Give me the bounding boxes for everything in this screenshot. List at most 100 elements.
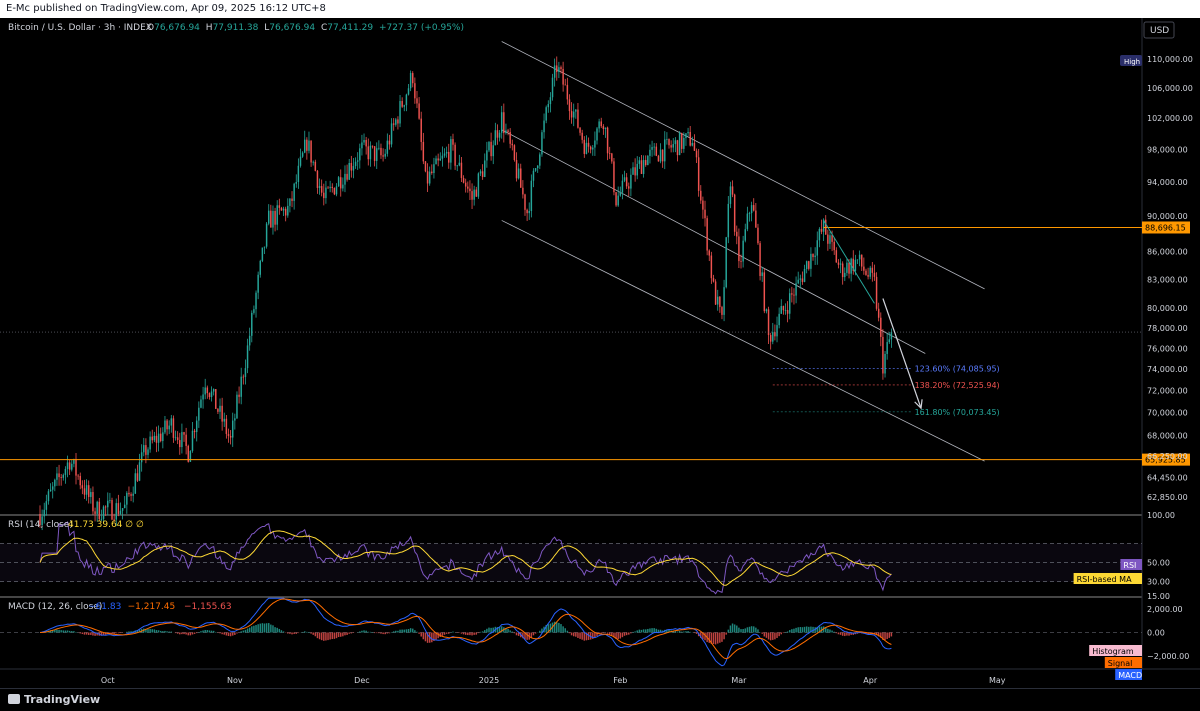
macd-histogram-bar <box>425 633 426 642</box>
candle-body <box>437 158 438 160</box>
candle-body <box>838 263 839 265</box>
macd-histogram-bar <box>486 629 487 633</box>
macd-histogram-bar <box>791 629 792 632</box>
price-tick-label: 62,850.00 <box>1147 493 1188 502</box>
candle-body <box>272 211 273 228</box>
macd-histogram-bar <box>88 633 89 635</box>
candle-body <box>778 314 779 325</box>
candle-body <box>185 435 186 446</box>
candle-body <box>312 162 313 163</box>
candle-body <box>770 335 771 342</box>
macd-histogram-bar <box>774 633 775 640</box>
candle-body <box>715 281 716 304</box>
macd-histogram-bar <box>319 633 320 640</box>
macd-histogram-bar <box>431 633 432 643</box>
macd-histogram-bar <box>751 626 752 632</box>
candle-body <box>289 199 290 206</box>
macd-histogram-bar <box>755 628 756 633</box>
macd-histogram-bar <box>162 631 163 632</box>
candle-body <box>168 426 169 430</box>
macd-histogram-bar <box>647 629 648 633</box>
candle-body <box>84 488 85 494</box>
candle-body <box>380 148 381 155</box>
candle-body <box>414 83 415 98</box>
rsi-series-tag-label: RSI-based MA <box>1077 575 1132 584</box>
candle-body <box>653 147 654 148</box>
candle-body <box>647 156 648 165</box>
candle-body <box>605 128 606 129</box>
candle-body <box>702 201 703 210</box>
macd-histogram-bar <box>298 633 299 634</box>
price-tick-label: 76,000.00 <box>1147 344 1188 353</box>
candle-body <box>332 187 333 188</box>
macd-histogram-bar <box>73 631 74 632</box>
macd-histogram-bar <box>842 633 843 636</box>
candle-body <box>204 388 205 395</box>
macd-histogram-bar <box>533 633 534 636</box>
candle-body <box>833 242 834 250</box>
candle-body <box>410 73 411 88</box>
macd-histogram-bar <box>761 633 762 634</box>
candle-body <box>719 297 720 307</box>
candle-body <box>656 147 657 156</box>
macd-histogram-bar <box>243 631 244 633</box>
macd-histogram-bar <box>795 628 796 633</box>
macd-histogram-bar <box>86 633 87 635</box>
macd-histogram-bar <box>378 633 379 634</box>
macd-histogram-bar <box>645 629 646 632</box>
candle-body <box>92 492 93 511</box>
candle-body <box>590 147 591 150</box>
candle-body <box>240 377 241 397</box>
macd-histogram-bar <box>749 627 750 633</box>
candle-body <box>427 171 428 183</box>
macd-histogram-bar <box>90 633 91 635</box>
macd-histogram-bar <box>236 633 237 634</box>
candle-body <box>531 181 532 211</box>
candle-body <box>497 130 498 137</box>
candle-body <box>219 406 220 412</box>
candle-body <box>639 160 640 164</box>
publisher-bar: E-Mc published on TradingView.com, Apr 0… <box>0 0 1200 18</box>
candle-body <box>412 73 413 83</box>
candle-body <box>844 273 845 277</box>
macd-histogram-bar <box>889 633 890 638</box>
candle-body <box>569 99 570 111</box>
candle-body <box>315 162 316 171</box>
macd-histogram-bar <box>361 631 362 633</box>
macd-histogram-bar <box>340 633 341 637</box>
macd-histogram-bar <box>247 629 248 633</box>
candle-body <box>194 431 195 432</box>
macd-histogram-bar <box>637 630 638 632</box>
candle-body <box>757 228 758 243</box>
candle-body <box>891 332 892 339</box>
macd-histogram-bar <box>323 633 324 641</box>
macd-histogram-bar <box>401 630 402 633</box>
macd-histogram-bar <box>622 633 623 638</box>
candle-body <box>628 186 629 188</box>
time-tick-label: May <box>989 676 1006 685</box>
macd-histogram-bar <box>687 631 688 632</box>
macd-histogram-bar <box>60 630 61 632</box>
candle-body <box>211 392 212 397</box>
macd-histogram-bar <box>79 633 80 634</box>
macd-histogram-bar <box>734 624 735 632</box>
macd-histogram-bar <box>416 632 417 633</box>
candle-body <box>130 494 131 496</box>
candle-body <box>776 325 777 336</box>
macd-histogram-bar <box>368 632 369 633</box>
candle-body <box>429 172 430 184</box>
candle-body <box>609 153 610 154</box>
candle-body <box>611 153 612 161</box>
symbol-title: Bitcoin / U.S. Dollar · 3h · INDEX <box>8 23 152 33</box>
candle-body <box>304 140 305 153</box>
candle-body <box>675 140 676 144</box>
candle-body <box>86 485 87 495</box>
candle-body <box>120 511 121 514</box>
macd-histogram-bar <box>802 627 803 632</box>
candle-body <box>687 132 688 133</box>
candle-body <box>683 138 684 149</box>
candle-body <box>855 260 856 271</box>
candle-body <box>550 97 551 104</box>
candle-body <box>736 232 737 237</box>
